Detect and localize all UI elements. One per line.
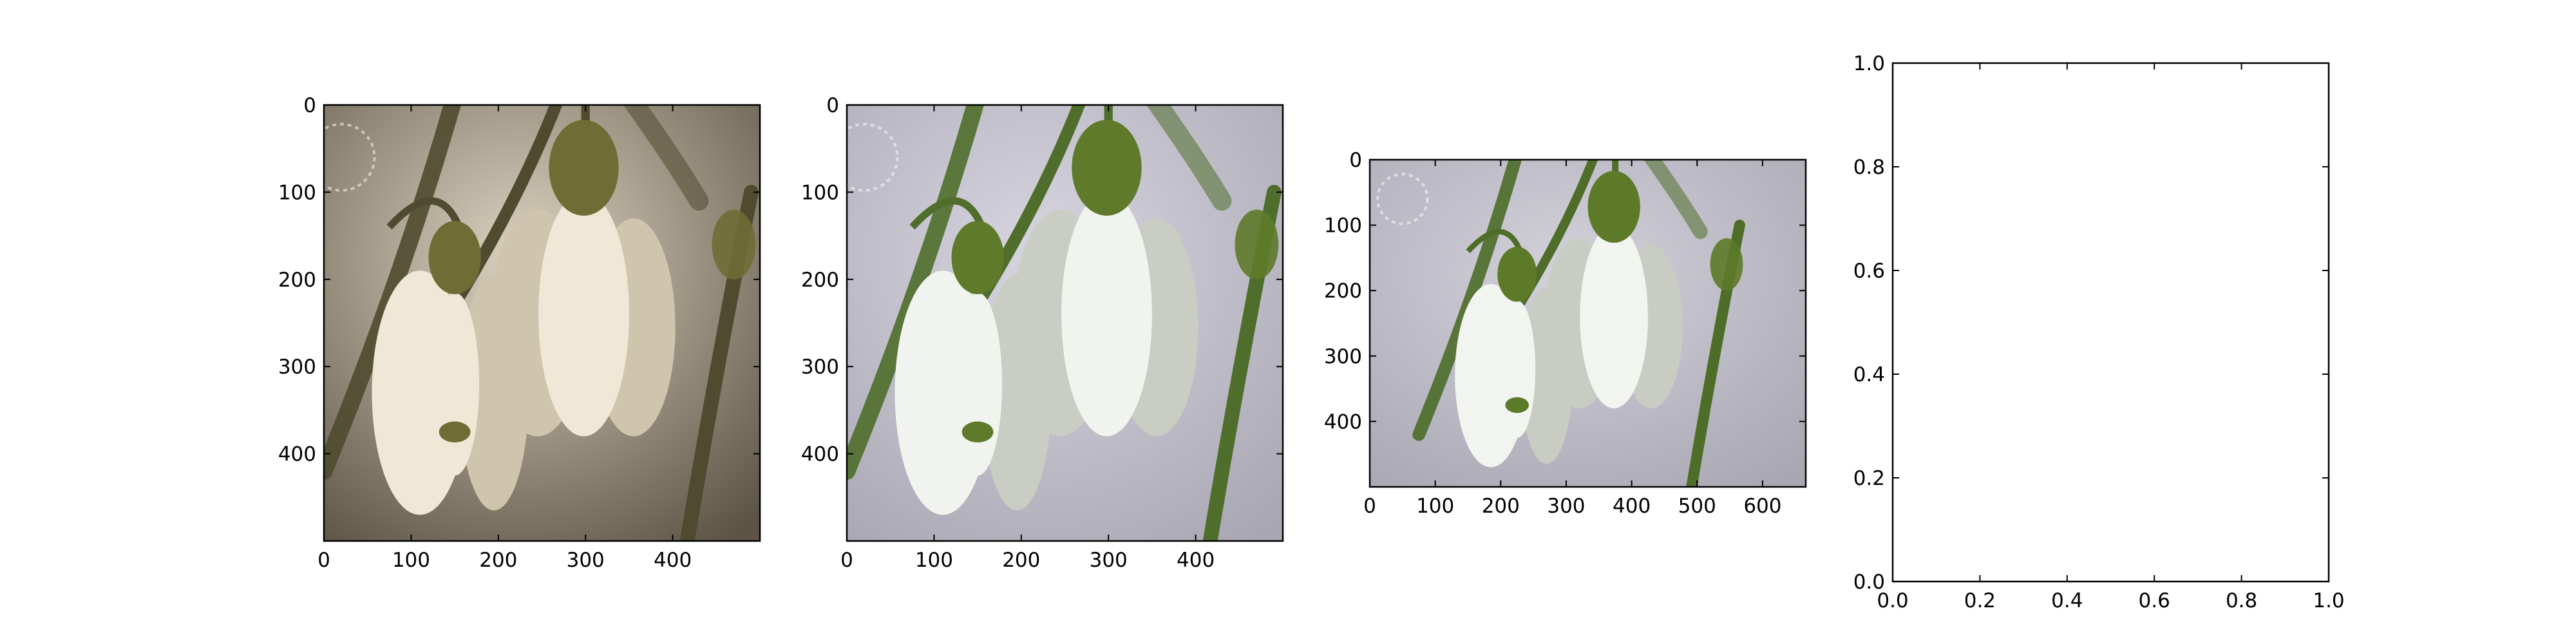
x-tick-label: 300 xyxy=(1547,495,1585,518)
x-tick-label: 600 xyxy=(1743,495,1781,518)
x-tick-label: 400 xyxy=(1613,495,1651,518)
x-tick-label: 0.0 xyxy=(1877,589,1908,612)
x-tick-label: 200 xyxy=(479,549,517,572)
y-tick-label: 300 xyxy=(1324,345,1362,368)
y-tick-label: 400 xyxy=(278,443,316,466)
x-tick-label: 300 xyxy=(567,549,605,572)
axes-4: 0.0 0.2 0.4 0.6 0.8 1.0 0.0 0.2 0.4 0.6 0.8 1.0 xyxy=(1853,52,2345,612)
x-tick-label: 200 xyxy=(1482,495,1520,518)
bud-large xyxy=(549,120,619,216)
x-tick-label: 0 xyxy=(840,549,853,572)
axes-3: 0 100 200 300 400 500 600 0 100 200 300 400 xyxy=(1324,149,1807,518)
leaf-right-top xyxy=(623,105,709,211)
leaf-left xyxy=(1412,160,1522,441)
y-tick-label: 400 xyxy=(801,443,839,466)
y-tick-label: 0.4 xyxy=(1853,363,1885,386)
x-tick-label: 100 xyxy=(915,549,953,572)
y-tick-label: 0 xyxy=(303,94,316,117)
y-tick-label: 0.8 xyxy=(1853,156,1885,179)
petal-marking xyxy=(961,421,994,442)
x-tick-label: 0.8 xyxy=(2226,589,2257,612)
x-tick-label: 300 xyxy=(1090,549,1128,572)
bud-right-edge xyxy=(1710,238,1743,291)
petal-large-center xyxy=(1580,225,1649,409)
leaf-right-top xyxy=(1146,105,1232,211)
petal-small-right xyxy=(459,275,529,511)
stem-small-flower xyxy=(386,197,463,230)
x-tick-label: 1.0 xyxy=(2313,589,2344,612)
y-tick-label: 400 xyxy=(1324,410,1362,433)
bud-large xyxy=(1587,171,1640,243)
image-2 xyxy=(847,105,1283,541)
y-tick-label: 200 xyxy=(278,269,316,292)
y-tick-label: 0.2 xyxy=(1853,467,1885,490)
watermark-icon xyxy=(1376,173,1429,225)
image-3 xyxy=(1370,160,1806,487)
axes-frame xyxy=(1891,62,2330,583)
axes-frame xyxy=(1368,158,1807,488)
y-tick-label: 1.0 xyxy=(1853,52,1885,75)
x-tick-label: 400 xyxy=(1177,549,1215,572)
petal-small-center xyxy=(1499,300,1536,438)
x-tick-label: 100 xyxy=(1416,495,1454,518)
leaf-right-top xyxy=(1643,160,1708,240)
x-tick-label: 0.4 xyxy=(2051,589,2083,612)
petal-small-right xyxy=(981,275,1052,511)
y-tick-label: 100 xyxy=(801,181,839,204)
x-tick-label: 200 xyxy=(1002,549,1040,572)
y-tick-label: 0 xyxy=(826,94,839,117)
bud-small xyxy=(951,221,1004,294)
petal-marking xyxy=(1505,397,1530,413)
x-tick-label: 0 xyxy=(317,549,330,572)
y-tick-label: 0.0 xyxy=(1853,571,1885,594)
petal-marking xyxy=(439,421,471,442)
petal-large-center xyxy=(538,192,629,437)
x-tick-label: 0 xyxy=(1363,495,1376,518)
image-1 xyxy=(324,105,760,541)
x-tick-label: 0.6 xyxy=(2139,589,2170,612)
leaf-left xyxy=(324,105,462,480)
axes-1: 0 100 200 300 400 0 100 200 300 400 xyxy=(278,94,761,572)
petal-small-right xyxy=(1520,287,1573,464)
y-tick-label: 300 xyxy=(801,355,839,379)
bud-large xyxy=(1072,120,1142,216)
y-tick-label: 100 xyxy=(1324,214,1362,238)
petal-small-center xyxy=(953,292,1003,476)
axes-frame xyxy=(323,104,761,542)
x-tick-label: 400 xyxy=(654,549,692,572)
stem-small-flower xyxy=(909,197,986,230)
watermark-icon xyxy=(847,122,899,192)
x-tick-label: 100 xyxy=(392,549,430,572)
y-tick-label: 0 xyxy=(1349,149,1362,172)
leaf-left xyxy=(847,105,985,480)
petal-small-center xyxy=(430,292,480,476)
bud-small xyxy=(428,221,481,294)
axes-2: 0 100 200 300 400 0 100 200 300 400 xyxy=(801,94,1284,572)
x-tick-label: 500 xyxy=(1678,495,1716,518)
y-tick-label: 300 xyxy=(278,355,316,379)
bud-small xyxy=(1497,247,1537,302)
axes-frame xyxy=(846,104,1284,542)
y-tick-label: 200 xyxy=(1324,279,1362,303)
stem-small-flower xyxy=(1466,229,1523,254)
petal-large-center xyxy=(1061,192,1152,437)
x-tick-label: 0.2 xyxy=(1964,589,1996,612)
bud-right-edge xyxy=(1235,209,1279,279)
bud-right-edge xyxy=(712,209,756,279)
y-tick-label: 200 xyxy=(801,269,839,292)
y-tick-label: 0.6 xyxy=(1853,260,1885,283)
watermark-icon xyxy=(324,122,376,192)
y-tick-label: 100 xyxy=(278,181,316,204)
